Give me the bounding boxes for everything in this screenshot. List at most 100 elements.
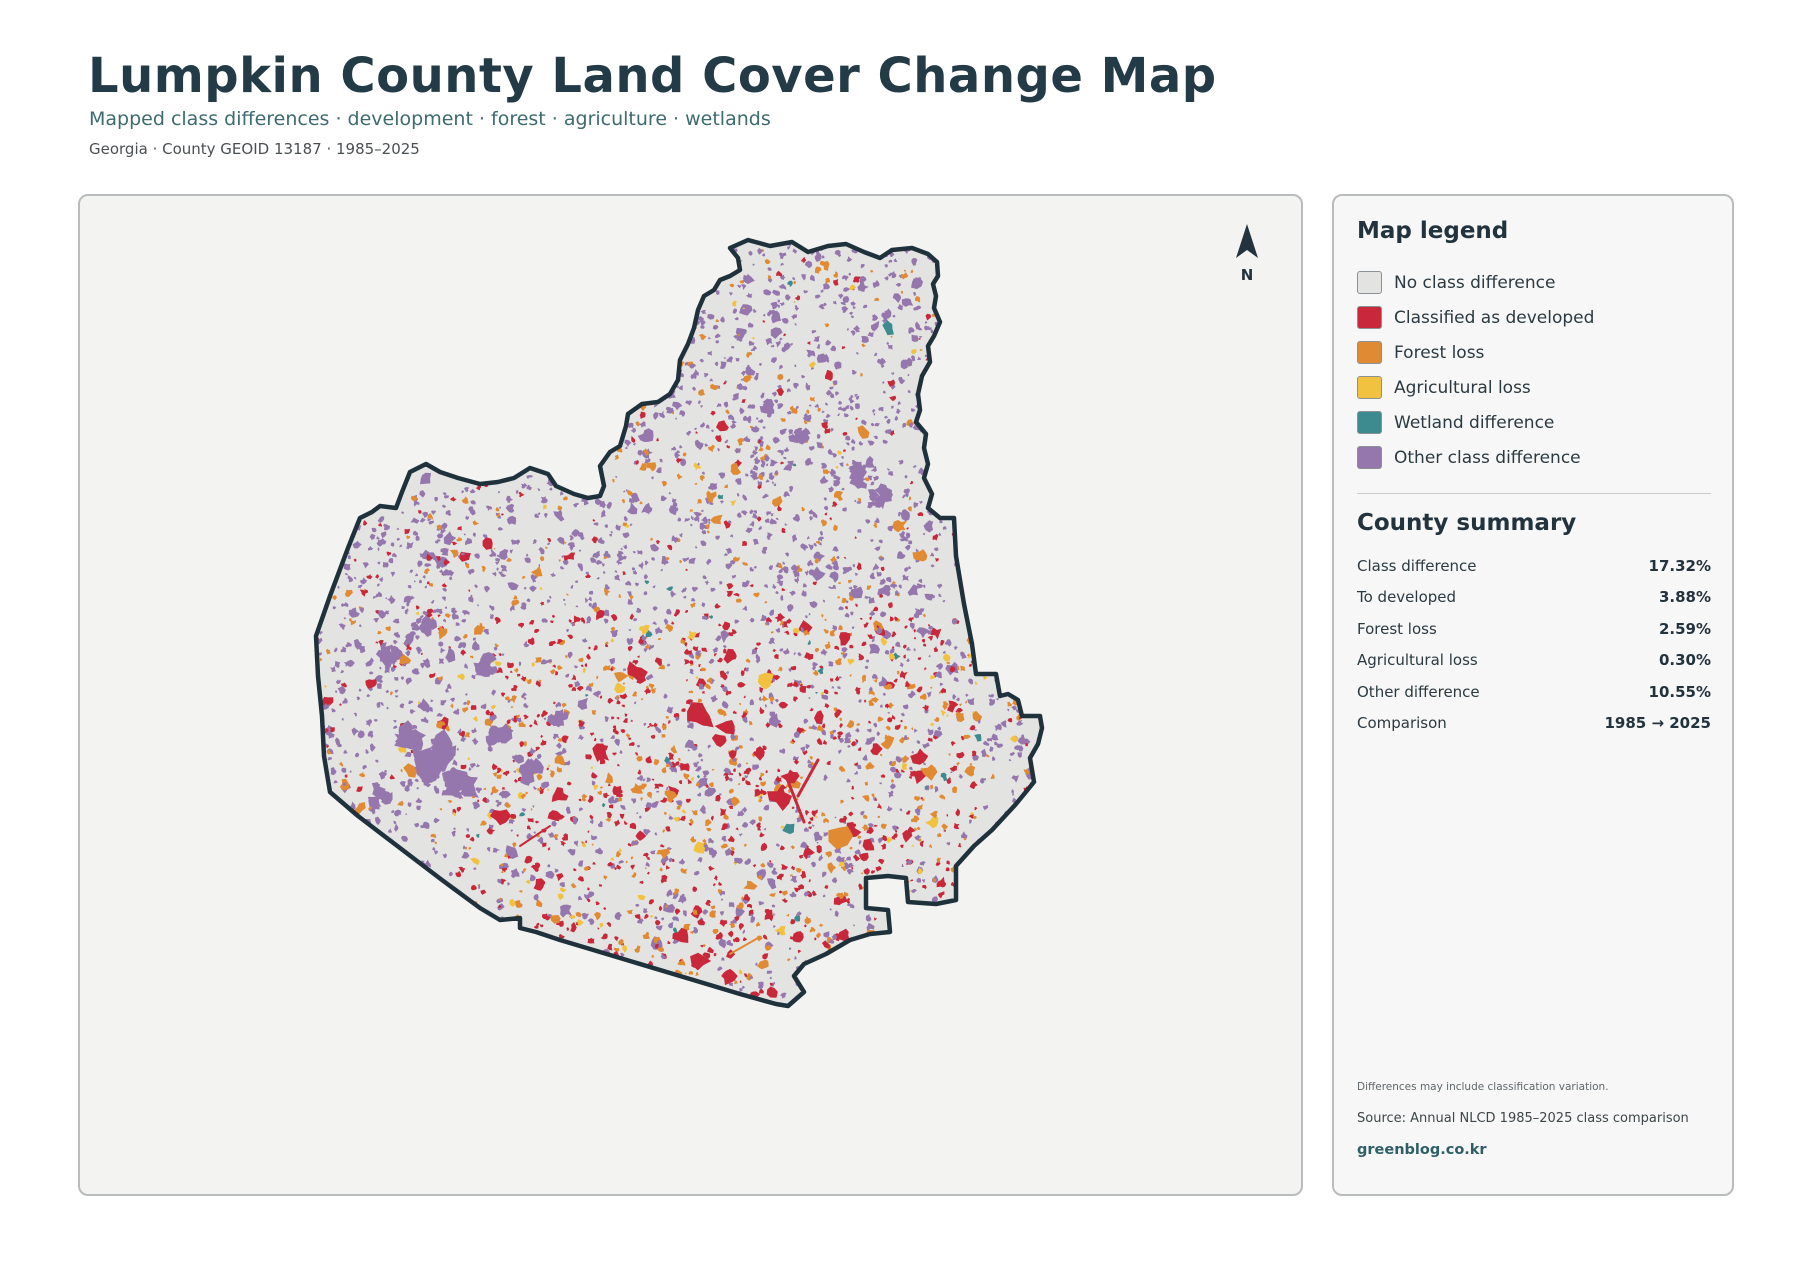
change-patch <box>644 807 650 812</box>
change-patch <box>768 692 774 699</box>
change-patch <box>660 874 668 884</box>
change-patch <box>816 844 822 854</box>
change-patch <box>738 833 743 837</box>
change-patch <box>939 520 943 524</box>
change-patch <box>851 369 857 375</box>
change-patch <box>750 913 754 917</box>
change-patch <box>440 700 447 706</box>
change-patch <box>867 501 873 509</box>
change-patch <box>676 805 681 810</box>
change-patch <box>776 873 784 881</box>
change-patch <box>645 755 653 764</box>
change-patch <box>377 591 383 597</box>
change-patch <box>814 403 819 408</box>
map-panel[interactable]: N <box>78 194 1303 1196</box>
change-patch <box>513 754 524 764</box>
change-patch <box>444 606 448 609</box>
change-patch <box>614 867 617 870</box>
change-patch <box>819 923 824 927</box>
change-patch <box>695 442 704 450</box>
change-patch <box>919 843 924 847</box>
change-patch <box>339 623 346 630</box>
change-patch <box>771 481 775 484</box>
change-patch <box>924 325 930 331</box>
change-patch <box>426 553 433 562</box>
change-patch <box>431 555 438 561</box>
change-patch <box>556 742 562 749</box>
change-patch <box>582 667 586 674</box>
change-patch <box>778 283 787 290</box>
change-patch <box>755 764 759 768</box>
change-patch <box>577 734 584 741</box>
change-patch <box>537 512 541 515</box>
change-patch <box>325 730 335 739</box>
change-patch <box>838 293 844 299</box>
change-patch <box>538 547 545 555</box>
change-patch <box>436 721 446 729</box>
change-patch <box>841 456 844 459</box>
change-patch <box>681 809 687 814</box>
change-patch <box>762 426 766 429</box>
change-patch <box>647 725 650 728</box>
change-patch <box>415 646 423 654</box>
change-patch <box>461 496 469 504</box>
change-patch <box>728 805 734 810</box>
change-patch <box>889 583 898 590</box>
brand-link[interactable]: greenblog.co.kr <box>1357 1142 1487 1158</box>
change-patch <box>489 614 495 619</box>
change-patch <box>654 657 662 667</box>
change-patch <box>362 765 367 770</box>
change-patch <box>500 768 504 774</box>
change-patch <box>742 929 746 934</box>
change-patch <box>646 777 651 783</box>
change-patch <box>681 893 685 898</box>
change-patch <box>853 854 860 862</box>
change-patch <box>812 665 816 671</box>
change-patch <box>824 884 829 889</box>
change-patch <box>844 612 850 618</box>
change-patch <box>627 489 634 496</box>
change-patch <box>688 557 696 564</box>
change-patch <box>892 825 899 831</box>
change-patch <box>675 716 680 722</box>
change-patch <box>395 695 399 698</box>
land-cover-map[interactable]: N <box>80 196 1303 1196</box>
change-patch <box>568 684 573 688</box>
change-patch <box>409 569 414 574</box>
change-patch <box>869 572 876 580</box>
change-patch <box>452 709 460 715</box>
change-patch <box>700 309 707 315</box>
change-patch <box>774 470 778 476</box>
change-patch <box>524 855 533 864</box>
change-patch <box>788 947 792 950</box>
change-patch <box>753 471 756 475</box>
change-patch <box>824 618 827 621</box>
change-patch <box>973 815 977 820</box>
change-patch <box>543 504 547 510</box>
change-patch <box>690 602 696 609</box>
change-patch <box>471 737 479 746</box>
change-patch <box>778 701 789 709</box>
change-patch <box>701 667 707 672</box>
change-patch <box>873 435 878 440</box>
change-patch <box>777 373 784 381</box>
summary-value: 1985 → 2025 <box>1604 714 1711 733</box>
change-patch <box>356 786 363 792</box>
change-patch <box>738 923 745 931</box>
change-patch <box>905 532 911 539</box>
change-patch <box>713 883 716 887</box>
change-patch <box>916 877 922 883</box>
summary-row-class-difference: Class difference 17.32% <box>1357 550 1711 582</box>
change-patch <box>368 731 374 739</box>
change-patch <box>974 806 978 811</box>
change-patch <box>442 618 446 623</box>
change-patch <box>378 576 384 582</box>
change-patch <box>614 694 620 700</box>
change-patch <box>763 804 770 811</box>
change-patch <box>793 280 796 285</box>
change-patch <box>938 691 942 694</box>
change-patch <box>380 702 385 706</box>
change-patch <box>567 848 576 856</box>
change-patch <box>768 472 775 481</box>
change-patch <box>837 731 844 736</box>
